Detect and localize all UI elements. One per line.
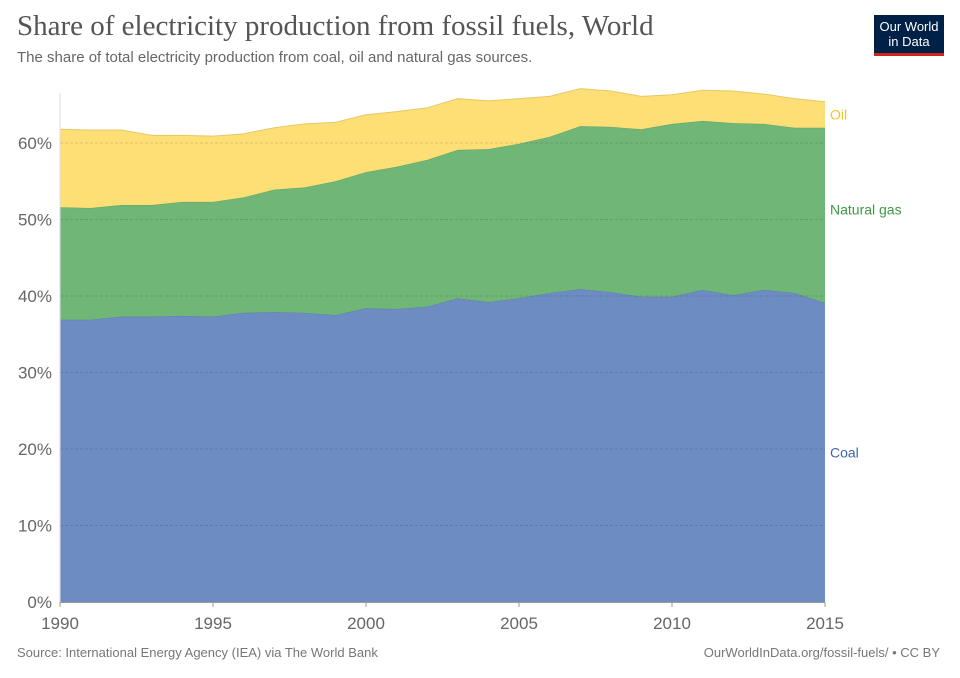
- owid-logo[interactable]: Our World in Data: [874, 15, 944, 56]
- y-tick-label: 40%: [18, 287, 52, 306]
- x-tick-label: 1995: [194, 614, 232, 633]
- y-tick-label: 30%: [18, 364, 52, 383]
- area-oil: [60, 88, 825, 209]
- legend-label-oil: Oil: [830, 107, 847, 123]
- chart-subtitle: The share of total electricity productio…: [17, 49, 533, 66]
- y-tick-label: 20%: [18, 440, 52, 459]
- y-tick-label: 10%: [18, 517, 52, 536]
- area-coal: [60, 289, 825, 602]
- legend-label-natural-gas: Natural gas: [830, 202, 902, 218]
- x-tick-label: 2005: [500, 614, 538, 633]
- line-oil: [59, 88, 826, 137]
- y-tick-label: 60%: [18, 134, 52, 153]
- area-natural-gas: [60, 120, 825, 320]
- y-tick-label: 50%: [18, 211, 52, 230]
- source-note[interactable]: Source: International Energy Agency (IEA…: [17, 645, 378, 660]
- x-tick-label: 2010: [653, 614, 691, 633]
- x-tick-label: 2015: [806, 614, 844, 633]
- chart-title: Share of electricity production from fos…: [17, 10, 654, 42]
- credit-link[interactable]: OurWorldInData.org/fossil-fuels/ • CC BY: [703, 645, 940, 660]
- x-tick-label: 2000: [347, 614, 385, 633]
- legend-label-coal: Coal: [830, 444, 859, 460]
- y-tick-label: 0%: [27, 593, 52, 612]
- x-tick-label: 1990: [41, 614, 79, 633]
